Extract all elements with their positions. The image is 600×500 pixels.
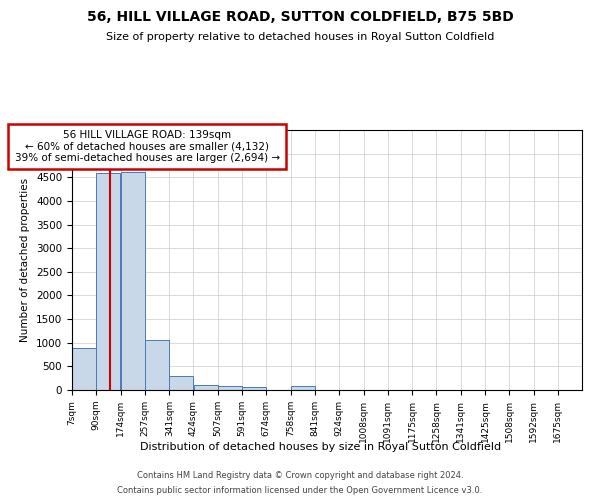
Bar <box>242 387 266 390</box>
Text: 56, HILL VILLAGE ROAD, SUTTON COLDFIELD, B75 5BD: 56, HILL VILLAGE ROAD, SUTTON COLDFIELD,… <box>86 10 514 24</box>
Bar <box>96 172 120 390</box>
Bar <box>194 385 218 390</box>
Text: Size of property relative to detached houses in Royal Sutton Coldfield: Size of property relative to detached ho… <box>106 32 494 42</box>
Text: Contains HM Land Registry data © Crown copyright and database right 2024.: Contains HM Land Registry data © Crown c… <box>137 471 463 480</box>
Text: Distribution of detached houses by size in Royal Sutton Coldfield: Distribution of detached houses by size … <box>140 442 502 452</box>
Bar <box>72 348 96 390</box>
Bar <box>218 386 242 390</box>
Text: Contains public sector information licensed under the Open Government Licence v3: Contains public sector information licen… <box>118 486 482 495</box>
Bar <box>121 172 145 390</box>
Bar <box>169 376 193 390</box>
Text: 56 HILL VILLAGE ROAD: 139sqm
← 60% of detached houses are smaller (4,132)
39% of: 56 HILL VILLAGE ROAD: 139sqm ← 60% of de… <box>14 130 280 163</box>
Bar <box>145 340 169 390</box>
Bar <box>291 386 315 390</box>
Y-axis label: Number of detached properties: Number of detached properties <box>20 178 31 342</box>
